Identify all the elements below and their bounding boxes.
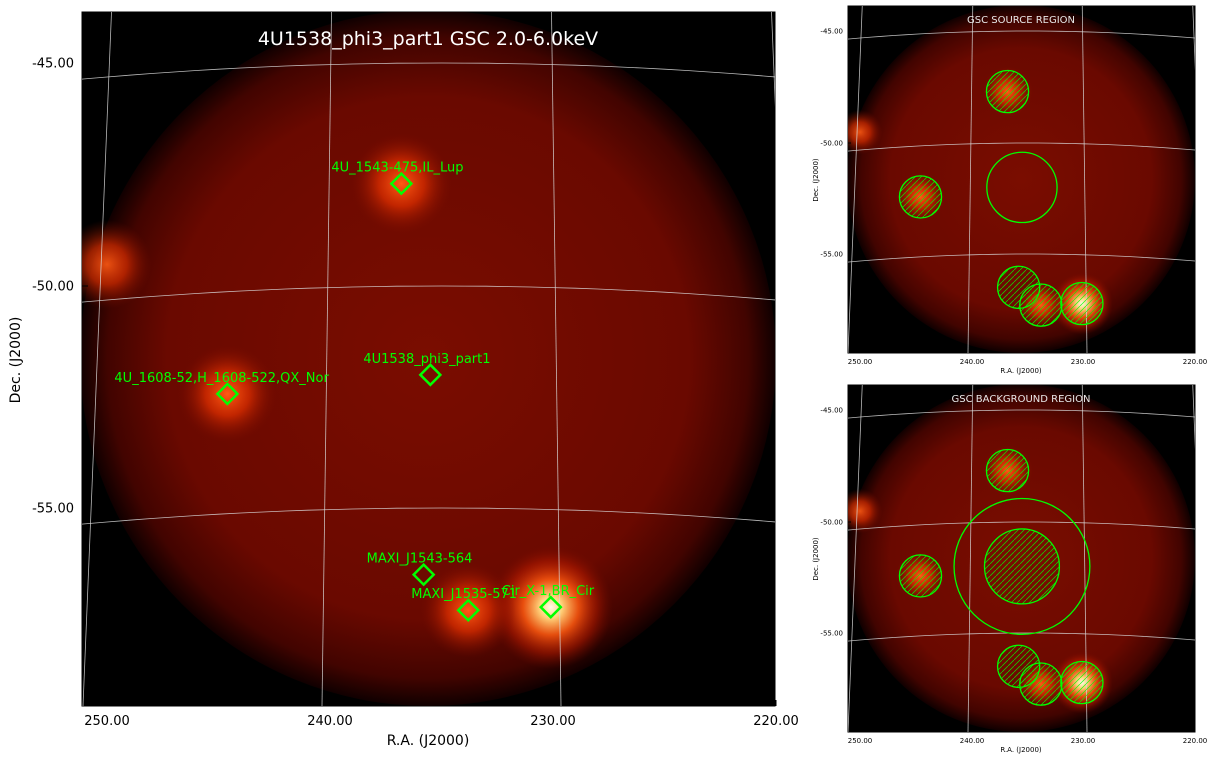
y-tick-label: -55.00 <box>820 629 843 637</box>
ra-gridline <box>551 12 562 706</box>
source-marker <box>456 598 481 622</box>
source-glow <box>488 545 613 670</box>
y-tick-label: -50.00 <box>32 280 74 295</box>
background-panel-title: GSC BACKGROUND REGION <box>952 394 1091 405</box>
source-panel-title: GSC SOURCE REGION <box>967 15 1075 26</box>
dec-gridline <box>848 253 1195 263</box>
source-glow <box>420 562 516 658</box>
source-label: 4U_1608-52,H_1608-522,QX_Nor <box>114 371 329 386</box>
background-region-panel: 250.00 240.00 230.00 220.00 -45.00 -50.00 -55.… <box>812 384 1208 754</box>
dec-gridline <box>848 142 1195 152</box>
ra-gridline <box>967 385 974 732</box>
x-tick-label: 230.00 <box>1071 358 1096 366</box>
x-tick-label: 230.00 <box>530 714 576 729</box>
source-marker <box>411 562 436 587</box>
dec-gridline <box>848 409 1195 419</box>
main-x-axis-label: R.A. (J2000) <box>387 733 470 749</box>
exposure-disk <box>82 12 775 706</box>
excluded-region <box>1019 283 1063 327</box>
ra-gridline <box>848 385 863 732</box>
background-region <box>953 497 1091 635</box>
x-tick-label: 240.00 <box>960 737 985 745</box>
y-tick-label: -50.00 <box>820 518 843 526</box>
source-label: 4U1538_phi3_part1 <box>363 352 490 367</box>
ra-gridline <box>771 12 775 107</box>
source-glow <box>848 488 883 534</box>
x-tick-label: 250.00 <box>848 737 873 745</box>
background-y-axis-label: Dec. (J2000) <box>812 537 820 581</box>
ra-gridline <box>967 6 974 353</box>
dec-gridline <box>848 30 1195 40</box>
ra-gridline <box>321 12 332 706</box>
excluded-region <box>983 528 1061 605</box>
excluded-region <box>898 554 943 598</box>
excluded-region <box>985 448 1030 493</box>
x-tick-label: 220.00 <box>1183 358 1208 366</box>
x-tick-label: 220.00 <box>753 714 799 729</box>
dec-gridline <box>848 521 1195 531</box>
x-tick-label: 220.00 <box>1183 737 1208 745</box>
excluded-region <box>1019 662 1063 706</box>
source-label: Cir_X-1,BR_Cir <box>502 584 595 599</box>
source-region <box>986 151 1058 224</box>
x-tick-label: 240.00 <box>960 358 985 366</box>
source-x-axis-label: R.A. (J2000) <box>1000 367 1042 375</box>
exposure-disk <box>848 6 1195 353</box>
source-marker <box>418 363 443 387</box>
source-y-axis-label: Dec. (J2000) <box>812 158 820 202</box>
source-marker <box>215 382 240 406</box>
source-glow <box>178 344 277 443</box>
main-chart-title: 4U1538_phi3_part1 GSC 2.0-6.0keV <box>258 28 598 50</box>
x-tick-label: 240.00 <box>307 714 353 729</box>
ra-gridline <box>82 12 112 706</box>
excluded-region <box>1060 660 1104 705</box>
source-glow <box>82 219 152 309</box>
main-chart-panel: 4U_1543-475,IL_Lup 4U1538_phi3_part1 4U_16… <box>8 11 799 749</box>
dec-gridline <box>82 285 775 303</box>
dec-gridline <box>82 507 775 525</box>
source-region-panel: 250.00 240.00 230.00 220.00 -45.00 -50.00 -55.… <box>812 5 1208 375</box>
excluded-region <box>898 175 943 219</box>
x-tick-label: 250.00 <box>848 358 873 366</box>
x-tick-label: 230.00 <box>1071 737 1096 745</box>
y-tick-label: -45.00 <box>820 27 843 35</box>
excluded-region <box>1060 281 1104 326</box>
y-tick-label: -55.00 <box>32 502 74 517</box>
y-tick-label: -45.00 <box>820 406 843 414</box>
y-tick-label: -45.00 <box>32 57 74 72</box>
source-marker <box>539 595 563 619</box>
background-x-axis-label: R.A. (J2000) <box>1000 746 1042 754</box>
y-tick-label: -55.00 <box>820 250 843 258</box>
ra-gridline <box>848 6 863 353</box>
source-glow <box>848 109 883 155</box>
dec-gridline <box>82 62 775 80</box>
main-y-axis-label: Dec. (J2000) <box>8 317 24 404</box>
excluded-region <box>985 69 1030 114</box>
dec-gridline <box>848 632 1195 642</box>
x-tick-label: 250.00 <box>84 714 130 729</box>
source-label: MAXI_J1543-564 <box>367 552 473 567</box>
source-glow <box>350 133 452 235</box>
source-label: 4U_1543-475,IL_Lup <box>331 161 463 176</box>
y-tick-label: -50.00 <box>820 139 843 147</box>
source-marker <box>389 171 414 196</box>
source-label: MAXI_J1535-571 <box>411 587 517 602</box>
